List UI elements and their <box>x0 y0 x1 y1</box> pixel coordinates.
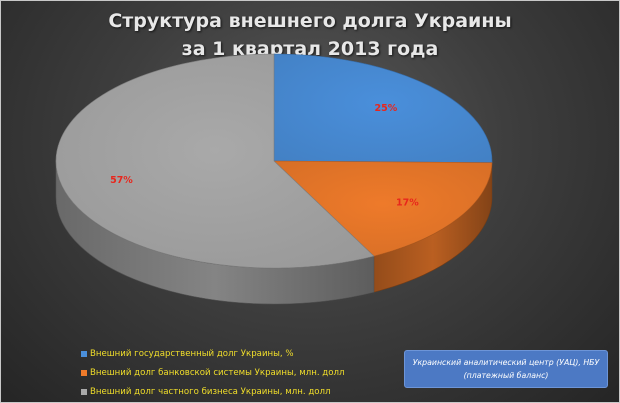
pie-slice-3 <box>55 53 375 269</box>
legend-swatch <box>81 369 87 376</box>
chart-title-line-2: за 1 квартал 2013 года <box>181 38 439 60</box>
source-line-1: Украинский аналитический центр (УАЦ), НБ… <box>412 358 600 367</box>
chart-title-line-1: Структура внешнего долга Украины <box>108 10 512 32</box>
pie-slice-1 <box>273 53 493 164</box>
pie-slice-2 <box>273 160 493 257</box>
legend-label: Внешний долг банковской системы Украины,… <box>90 367 345 378</box>
legend-label: Внешний государственный долг Украины, % <box>90 348 294 359</box>
legend-item-1: Внешний государственный долг Украины, % <box>81 344 345 363</box>
data-label-2: 17% <box>396 198 419 209</box>
legend-swatch <box>81 388 87 395</box>
legend-label: Внешний долг частного бизнеса Украины, м… <box>90 386 331 397</box>
data-label-1: 25% <box>374 103 397 114</box>
chart-title: Структура внешнего долга Украины за 1 кв… <box>1 7 619 63</box>
data-label-3: 57% <box>110 175 133 186</box>
legend-item-3: Внешний долг частного бизнеса Украины, м… <box>81 382 345 401</box>
legend-item-2: Внешний долг банковской системы Украины,… <box>81 363 345 382</box>
legend-swatch <box>81 350 87 357</box>
source-box: Украинский аналитический центр (УАЦ), НБ… <box>404 350 608 388</box>
chart-legend: Внешний государственный долг Украины, % В… <box>81 344 345 401</box>
source-line-2: (платежный баланс) <box>463 371 549 380</box>
